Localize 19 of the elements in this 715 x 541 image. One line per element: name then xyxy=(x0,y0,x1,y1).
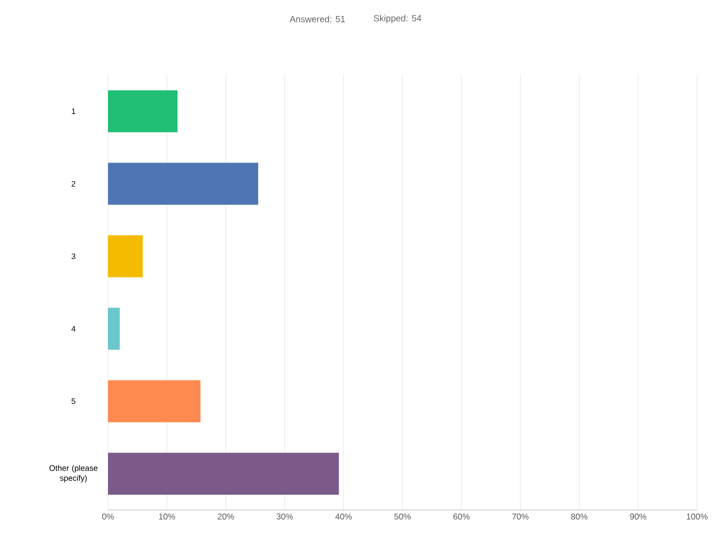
text: Answered: 51 xyxy=(290,16,345,22)
x-tick-label: 0% xyxy=(102,514,114,520)
x-tick-label: 30% xyxy=(276,514,293,520)
bar xyxy=(108,308,120,350)
x-tick-label: 20% xyxy=(218,514,234,520)
bar xyxy=(108,452,339,495)
x-tick-label: 90% xyxy=(630,514,646,520)
x-tick-label: 100% xyxy=(686,514,708,520)
bar xyxy=(108,380,200,422)
x-tick-label: 40% xyxy=(335,514,352,520)
x-tick-label: 50% xyxy=(394,514,411,520)
bar xyxy=(108,235,143,278)
text: Skipped: 54 xyxy=(374,14,422,24)
x-tick-label: 10% xyxy=(159,514,176,520)
x-tick-label: 60% xyxy=(453,514,470,520)
bar xyxy=(108,90,178,132)
x-tick-label: 80% xyxy=(571,514,588,520)
x-tick-label: 70% xyxy=(512,514,528,520)
bar xyxy=(108,162,258,205)
